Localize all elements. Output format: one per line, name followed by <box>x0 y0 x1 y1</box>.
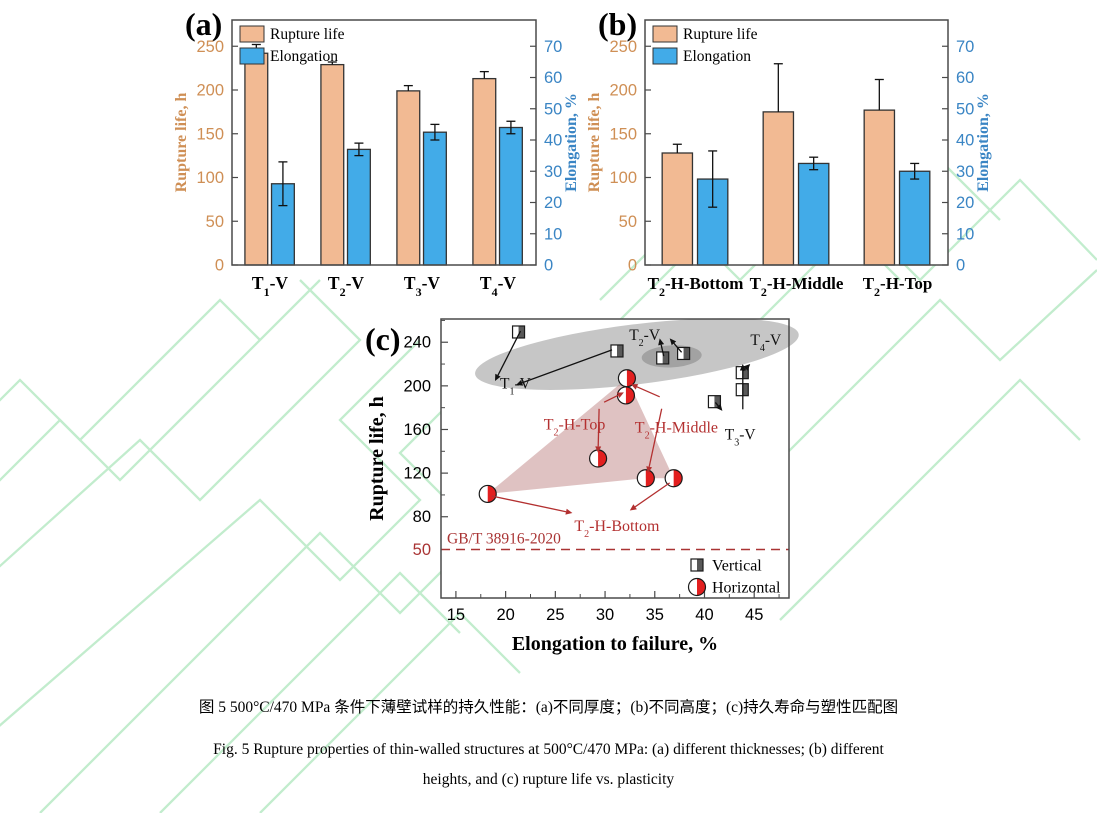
svg-text:Rupture life, h: Rupture life, h <box>366 396 388 521</box>
svg-text:10: 10 <box>956 225 974 243</box>
svg-text:250: 250 <box>196 38 224 56</box>
svg-text:200: 200 <box>609 82 637 100</box>
svg-text:0: 0 <box>628 257 637 275</box>
svg-text:30: 30 <box>544 163 562 181</box>
svg-text:15: 15 <box>447 606 465 624</box>
svg-text:25: 25 <box>546 606 564 624</box>
svg-text:120: 120 <box>403 465 431 483</box>
svg-text:40: 40 <box>956 132 974 150</box>
svg-text:Elongation: Elongation <box>270 48 338 65</box>
svg-text:100: 100 <box>609 169 637 187</box>
svg-text:T2-H-Bottom: T2-H-Bottom <box>648 274 744 299</box>
svg-text:40: 40 <box>695 606 713 624</box>
svg-text:200: 200 <box>196 82 224 100</box>
svg-text:Rupture life, h: Rupture life, h <box>173 93 190 193</box>
svg-text:200: 200 <box>403 377 431 395</box>
svg-text:T2-H-Top: T2-H-Top <box>863 274 933 299</box>
svg-text:50: 50 <box>956 100 974 118</box>
svg-text:Elongation, %: Elongation, % <box>563 93 580 192</box>
svg-text:Rupture life: Rupture life <box>683 26 758 43</box>
svg-text:20: 20 <box>956 194 974 212</box>
svg-text:0: 0 <box>956 257 965 275</box>
svg-text:T2-H-Middle: T2-H-Middle <box>750 274 844 299</box>
svg-text:Elongation, %: Elongation, % <box>975 93 992 192</box>
svg-text:30: 30 <box>596 606 614 624</box>
svg-text:20: 20 <box>544 194 562 212</box>
svg-text:50: 50 <box>619 213 637 231</box>
svg-text:240: 240 <box>403 334 431 352</box>
svg-text:0: 0 <box>215 257 224 275</box>
svg-text:Elongation to failure, %: Elongation to failure, % <box>512 633 718 655</box>
svg-text:GB/T 38916-2020: GB/T 38916-2020 <box>447 531 561 548</box>
svg-text:35: 35 <box>646 606 664 624</box>
svg-text:60: 60 <box>544 69 562 87</box>
svg-text:45: 45 <box>745 606 763 624</box>
svg-text:T3-V: T3-V <box>404 273 441 299</box>
svg-text:30: 30 <box>956 163 974 181</box>
svg-text:100: 100 <box>196 169 224 187</box>
svg-text:150: 150 <box>196 125 224 143</box>
svg-text:(c): (c) <box>365 321 401 357</box>
svg-text:70: 70 <box>956 38 974 56</box>
svg-text:Elongation: Elongation <box>683 48 751 65</box>
svg-text:Horizontal: Horizontal <box>712 580 781 597</box>
svg-text:(b): (b) <box>598 6 637 42</box>
svg-text:0: 0 <box>544 257 553 275</box>
svg-text:20: 20 <box>496 606 514 624</box>
svg-text:250: 250 <box>609 38 637 56</box>
svg-text:150: 150 <box>609 125 637 143</box>
svg-text:80: 80 <box>413 508 431 526</box>
svg-text:50: 50 <box>544 100 562 118</box>
svg-text:Vertical: Vertical <box>712 558 762 575</box>
svg-text:Rupture life: Rupture life <box>270 26 345 43</box>
svg-text:Rupture life, h: Rupture life, h <box>586 93 603 193</box>
svg-text:T1-V: T1-V <box>252 273 289 299</box>
svg-text:50: 50 <box>206 213 224 231</box>
svg-text:(a): (a) <box>185 6 222 42</box>
svg-text:10: 10 <box>544 225 562 243</box>
svg-text:70: 70 <box>544 38 562 56</box>
svg-text:50: 50 <box>413 541 431 559</box>
svg-text:160: 160 <box>403 421 431 439</box>
svg-text:60: 60 <box>956 69 974 87</box>
svg-text:T4-V: T4-V <box>480 273 517 299</box>
svg-text:T2-V: T2-V <box>328 273 365 299</box>
svg-text:40: 40 <box>544 132 562 150</box>
